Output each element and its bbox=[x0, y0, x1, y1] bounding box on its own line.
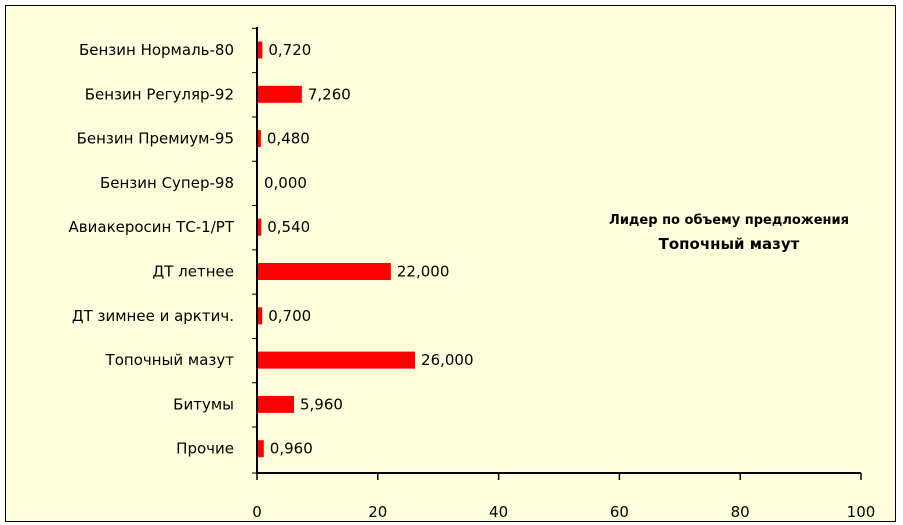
data-label: 7,260 bbox=[308, 85, 351, 103]
bar bbox=[258, 218, 262, 236]
bar bbox=[258, 351, 416, 369]
category-label: Бензин Регуляр-92 bbox=[85, 85, 234, 103]
category-label: Битумы bbox=[173, 395, 234, 413]
data-label: 0,720 bbox=[268, 41, 311, 59]
bar bbox=[258, 130, 261, 148]
data-label: 26,000 bbox=[421, 351, 474, 369]
data-label: 0,700 bbox=[268, 307, 311, 325]
bar bbox=[258, 41, 263, 59]
value-labels: 0,720 7,260 0,480 0,000 0,540 22,000 0,700 26,0… bbox=[264, 41, 474, 458]
category-label: Бензин Премиум-95 bbox=[77, 130, 234, 148]
data-label: 0,000 bbox=[264, 174, 307, 192]
bar bbox=[258, 85, 302, 103]
category-label: ДТ летнее bbox=[153, 263, 234, 281]
bar bbox=[258, 395, 294, 413]
bar bbox=[258, 440, 264, 458]
x-tick-label: 40 bbox=[489, 503, 508, 521]
bar bbox=[258, 307, 263, 325]
data-label: 0,480 bbox=[267, 130, 310, 148]
category-label: ДТ зимнее и арктич. bbox=[72, 307, 234, 325]
data-label: 5,960 bbox=[300, 395, 343, 413]
x-tick-label: 80 bbox=[731, 503, 750, 521]
data-label: 0,960 bbox=[270, 440, 313, 458]
data-label: 22,000 bbox=[397, 263, 450, 281]
bars-group bbox=[258, 41, 416, 458]
x-tick-label: 60 bbox=[610, 503, 629, 521]
chart-area: Бензин Нормаль-80 Бензин Регуляр-92 Бензин… bbox=[5, 5, 896, 522]
category-label: Авиакеросин ТС-1/РТ bbox=[69, 218, 235, 236]
category-label: Топочный мазут bbox=[105, 351, 235, 369]
x-tick-label: 20 bbox=[368, 503, 387, 521]
x-ticks: 0 20 40 60 80 100 bbox=[252, 27, 876, 521]
leader-annotation: Лидер по объему предложения Топочный маз… bbox=[609, 213, 849, 253]
data-label: 0,540 bbox=[267, 218, 310, 236]
leader-value: Топочный мазут bbox=[659, 235, 800, 253]
bar-chart: Бензин Нормаль-80 Бензин Регуляр-92 Бензин… bbox=[69, 27, 876, 521]
category-labels: Бензин Нормаль-80 Бензин Регуляр-92 Бензин… bbox=[69, 41, 235, 458]
x-tick-label: 100 bbox=[847, 503, 876, 521]
category-label: Прочие bbox=[176, 440, 234, 458]
bar bbox=[258, 263, 391, 280]
category-label: Бензин Нормаль-80 bbox=[79, 41, 234, 59]
category-label: Бензин Супер-98 bbox=[100, 174, 234, 192]
x-tick-label: 0 bbox=[252, 503, 262, 521]
leader-title: Лидер по объему предложения bbox=[609, 213, 849, 228]
